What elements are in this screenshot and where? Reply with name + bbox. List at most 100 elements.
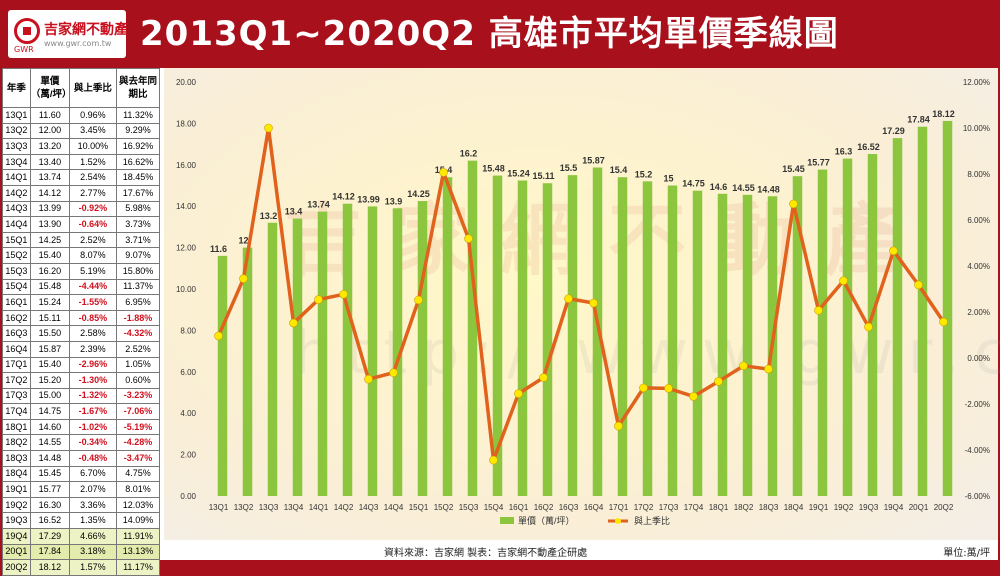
cell-qoq: 2.07% [68,481,118,498]
bar [417,201,428,496]
cell-price: 13.90 [29,216,70,233]
cell-quarter: 13Q3 [2,138,31,155]
qoq-point [314,295,323,304]
cell-price: 13.99 [29,200,70,218]
cell-quarter: 20Q2 [2,559,31,576]
cell-yoy: 11.91% [116,528,160,545]
qoq-point [914,280,923,290]
table-row: 15Q3 16.20 5.19% 15.80% [2,262,160,280]
logo-url: www.gwr.com.tw [44,39,112,48]
table-row: 15Q4 15.48 -4.44% 11.37% [2,278,160,296]
col-header-quarter: 年季 [2,68,31,108]
right-axis-tick-label: 4.00% [967,262,990,271]
table-row: 19Q1 15.77 2.07% 8.01% [2,481,160,498]
bar [217,255,228,496]
bar [342,203,353,496]
cell-price: 12.00 [29,122,70,140]
bar-data-label: 15.87 [582,155,605,165]
cell-price: 14.60 [29,418,70,436]
x-axis-tick-label: 16Q2 [534,503,554,512]
bar [642,181,653,497]
bar-data-label: 13.99 [357,194,380,204]
cell-price: 15.24 [29,294,70,311]
cell-qoq: 3.18% [68,543,118,561]
cell-quarter: 15Q2 [2,247,31,264]
qoq-point [364,374,373,384]
cell-yoy: 17.67% [116,184,160,202]
bar [667,185,678,496]
chart-svg: 0.00 2.00 4.00 6.00 8.00 10.00 12.00 14.00 16.00… [176,78,990,526]
cell-qoq: 2.58% [68,325,118,342]
qoq-point [514,389,523,398]
table-row: 15Q1 14.25 2.52% 3.71% [2,231,160,249]
cell-quarter: 18Q1 [2,418,31,436]
cell-quarter: 13Q4 [2,153,31,171]
cell-price: 15.40 [29,247,70,264]
cell-quarter: 13Q2 [2,122,31,140]
cell-qoq: 8.07% [68,247,118,264]
cell-qoq: -1.32% [68,387,118,405]
table-row: 13Q4 13.40 1.52% 16.62% [2,153,160,171]
x-axis-tick-label: 14Q2 [334,503,354,512]
cell-qoq: -0.85% [68,309,118,327]
bar-data-label: 15.4 [610,165,628,175]
cell-yoy: -7.06% [116,403,160,420]
cell-price: 14.25 [29,231,70,249]
table-row: 14Q3 13.99 -0.92% 5.98% [2,200,160,218]
cell-quarter: 14Q3 [2,200,31,218]
cell-price: 13.20 [29,138,70,155]
bar-data-label: 12 [238,236,248,246]
cell-yoy: 8.01% [116,481,160,498]
cell-yoy: 14.09% [116,512,160,530]
cell-price: 16.20 [29,262,70,280]
cell-quarter: 17Q2 [2,372,31,389]
left-axis-tick-label: 16.00 [176,161,197,170]
cell-quarter: 19Q3 [2,512,31,530]
bar [467,160,478,496]
qoq-point [489,455,498,465]
bar [917,126,928,496]
bar-data-label: 15.11 [532,171,554,181]
qoq-point [239,274,248,283]
table-row: 17Q1 15.40 -2.96% 1.05% [2,356,160,374]
cell-qoq: 3.45% [68,122,118,140]
cell-price: 15.87 [29,340,70,358]
bar-data-label: 15.48 [482,164,505,174]
cell-quarter: 14Q2 [2,184,31,202]
qoq-point [764,364,773,374]
cell-price: 15.00 [29,387,70,405]
cell-quarter: 15Q3 [2,262,31,280]
x-axis-tick-label: 19Q4 [884,503,904,512]
bar-data-label: 11.6 [210,244,227,254]
logo-mark-icon [14,18,40,44]
x-axis-tick-label: 16Q4 [584,503,604,512]
cell-yoy: -5.19% [116,418,160,436]
left-axis-tick-label: 8.00 [180,326,196,335]
bar [317,211,328,496]
qoq-point [714,377,723,386]
bar [492,175,503,496]
cell-price: 11.60 [29,107,70,124]
bar-data-label: 17.84 [907,115,930,125]
table-row: 20Q1 17.84 3.18% 13.13% [2,543,160,561]
cell-price: 15.20 [29,372,70,389]
cell-quarter: 13Q1 [2,107,31,124]
cell-yoy: 16.92% [116,138,160,155]
cell-quarter: 20Q1 [2,543,31,561]
bar-data-label: 14.6 [710,182,728,192]
cell-price: 14.55 [29,434,70,452]
cell-price: 18.12 [29,559,70,576]
table-row: 17Q2 15.20 -1.30% 0.60% [2,372,160,389]
legend-line-marker [615,518,621,524]
col-header-price: 單價（萬/坪） [29,68,71,108]
bar [617,177,628,496]
cell-yoy: 12.03% [116,496,160,514]
cell-qoq: 1.52% [68,153,118,171]
cell-price: 15.45 [29,465,70,483]
cell-price: 14.12 [29,184,70,202]
qoq-point [339,289,348,299]
logo-sub: GWR [14,45,34,54]
qoq-point [564,294,573,303]
left-axis-tick-label: 10.00 [176,285,197,294]
table-row: 17Q4 14.75 -1.67% -7.06% [2,403,160,420]
